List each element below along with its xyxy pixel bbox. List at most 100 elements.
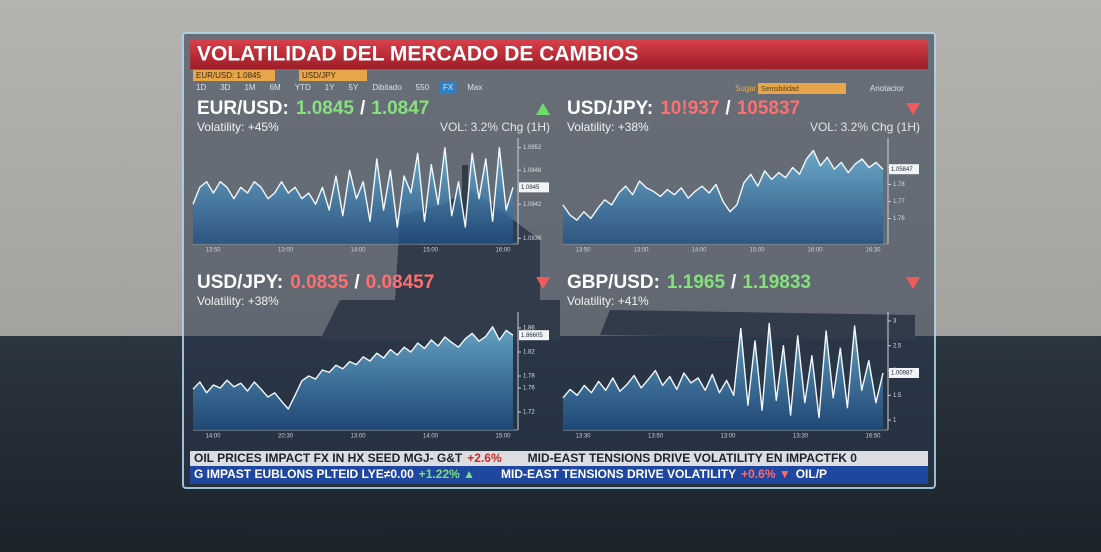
x-tick-label: 16:00 <box>495 248 511 254</box>
current-label: 1.86605 <box>521 333 543 339</box>
volatility: Volatility: +38% <box>197 294 279 308</box>
y-tick-label: 1.72 <box>523 410 535 416</box>
current-box <box>889 164 919 175</box>
current-box <box>889 368 919 378</box>
ticker-item: +2.6% <box>467 451 502 465</box>
direction-arrow <box>536 103 550 115</box>
pair-quote: USD/JPY: 10!937 / 105837 <box>567 98 800 119</box>
area <box>563 323 883 430</box>
bid: 0.0835 <box>290 272 349 293</box>
area <box>193 147 513 244</box>
pair-quote: EUR/USD: 1.0845/1.0847 <box>197 98 429 119</box>
ask: 1.19833 <box>742 272 811 293</box>
x-tick-label: 13:50 <box>205 248 221 254</box>
current-box <box>519 330 549 341</box>
ticker-item: G IMPAST EUBLONS PLTEID LYE≠0.00 <box>194 467 414 481</box>
pair: EUR/USD: <box>197 98 289 119</box>
time-tab[interactable]: 6M <box>270 83 281 92</box>
search-field-text: Sensibilidad <box>761 86 799 93</box>
y-tick-label: 1.82 <box>523 350 535 356</box>
pair: USD/JPY: <box>197 272 283 293</box>
bid: 1.1965 <box>667 272 726 293</box>
x-tick-label: 14:00 <box>350 248 366 254</box>
separator: / <box>731 272 737 293</box>
current-box <box>519 182 549 193</box>
x-tick-label: 16:30 <box>865 248 881 254</box>
time-tab[interactable]: FX <box>443 83 454 92</box>
y-tick-label: 1 <box>893 418 897 424</box>
y-tick-label: 1.76 <box>523 386 535 392</box>
time-tab[interactable]: 550 <box>416 83 430 92</box>
ticker-row-2-bg <box>190 466 928 484</box>
x-tick-label: 14:00 <box>423 434 439 440</box>
y-tick-label: 3 <box>893 319 897 325</box>
area <box>193 326 513 430</box>
time-tab[interactable]: 1D <box>196 83 206 92</box>
current-label: 1.05847 <box>891 167 913 173</box>
current-label: 1.0845 <box>521 185 540 191</box>
y-tick-label: 2.5 <box>893 343 902 349</box>
area <box>563 150 883 244</box>
search-label: Sugar <box>735 84 757 93</box>
pair: GBP/USD: <box>567 272 660 293</box>
x-tick-label: 13:50 <box>575 248 591 254</box>
pair-field-text: USD/JPY <box>302 71 336 80</box>
direction-arrow <box>906 103 920 115</box>
volatility: Volatility: +45% <box>197 120 279 134</box>
ticker-item: +1.22% ▲ <box>419 467 475 481</box>
y-tick-label: 1.0836 <box>523 236 542 242</box>
x-tick-label: 13:00 <box>720 434 736 440</box>
x-tick-label: 15:00 <box>495 434 511 440</box>
separator: / <box>360 98 366 119</box>
ticker-row: G IMPAST EUBLONS PLTEID LYE≠0.00 +1.22% ▲… <box>194 467 827 481</box>
time-tab[interactable]: 1Y <box>325 83 335 92</box>
x-tick-label: 13:30 <box>793 434 809 440</box>
ask: 1.0847 <box>371 98 429 119</box>
ticker-item: MID-EAST TENSIONS DRIVE VOLATILITY EN IM… <box>528 451 858 465</box>
time-tab[interactable]: Max <box>467 83 482 92</box>
option-label[interactable]: Anotacior <box>870 84 904 93</box>
y-tick-label: 1.78 <box>523 374 535 380</box>
pair-field[interactable] <box>299 70 367 81</box>
title-bar <box>190 40 928 69</box>
ticker-item: MID-EAST TENSIONS DRIVE VOLATILITY <box>501 467 736 481</box>
vol-note: VOL: 3.2% Chg (1H) <box>810 120 920 134</box>
time-tab[interactable]: Dibitado <box>372 83 402 92</box>
x-tick-label: 13:50 <box>648 434 664 440</box>
time-tab[interactable]: 5Y <box>349 83 359 92</box>
pair: USD/JPY: <box>567 98 653 119</box>
ticker-item: OIL/P <box>796 467 827 481</box>
y-tick-label: 1.5 <box>893 393 902 399</box>
direction-arrow <box>906 277 920 289</box>
time-tab[interactable]: YTD <box>295 83 311 92</box>
price-line <box>562 322 884 419</box>
bid: 10!937 <box>660 98 719 119</box>
x-tick-label: 13:00 <box>633 248 649 254</box>
y-tick-label: 1.77 <box>893 199 905 205</box>
y-tick-label: 1.0852 <box>523 145 542 151</box>
y-tick-label: 1.78 <box>893 182 905 188</box>
y-tick-label: 1.76 <box>893 216 905 222</box>
pair-field-text: EUR/USD: 1.0845 <box>196 71 261 80</box>
separator: / <box>354 272 360 293</box>
ticker-row-1-bg <box>190 451 928 466</box>
volatility: Volatility: +38% <box>567 120 649 134</box>
time-tab[interactable]: 1M <box>244 83 255 92</box>
ticker-item: +0.6% ▼ <box>741 467 791 481</box>
search-field[interactable] <box>758 83 846 94</box>
x-tick-label: 15:00 <box>423 248 439 254</box>
price-line <box>562 149 884 221</box>
pair-field[interactable] <box>193 70 275 81</box>
current-label: 1.00987 <box>891 371 913 377</box>
x-tick-label: 13:00 <box>350 434 366 440</box>
separator: / <box>725 98 731 119</box>
time-tab[interactable]: 3D <box>220 83 230 92</box>
x-tick-label: 16:50 <box>865 434 881 440</box>
x-tick-label: 20:30 <box>278 434 294 440</box>
active-tab <box>440 82 457 94</box>
y-tick-label: 1.0848 <box>523 168 542 174</box>
direction-arrow <box>536 277 550 289</box>
x-tick-label: 14:00 <box>205 434 221 440</box>
